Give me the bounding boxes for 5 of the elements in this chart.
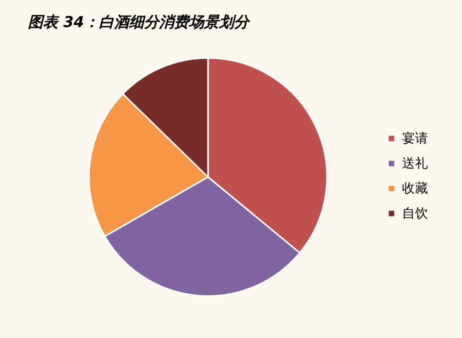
legend-label: 送礼 [402, 156, 428, 170]
chart-title: 图表 34：白酒细分消费场景划分 [28, 13, 252, 31]
legend-label: 自饮 [402, 206, 428, 220]
legend-label: 宴请 [402, 130, 428, 146]
legend-label: 收藏 [402, 180, 428, 196]
